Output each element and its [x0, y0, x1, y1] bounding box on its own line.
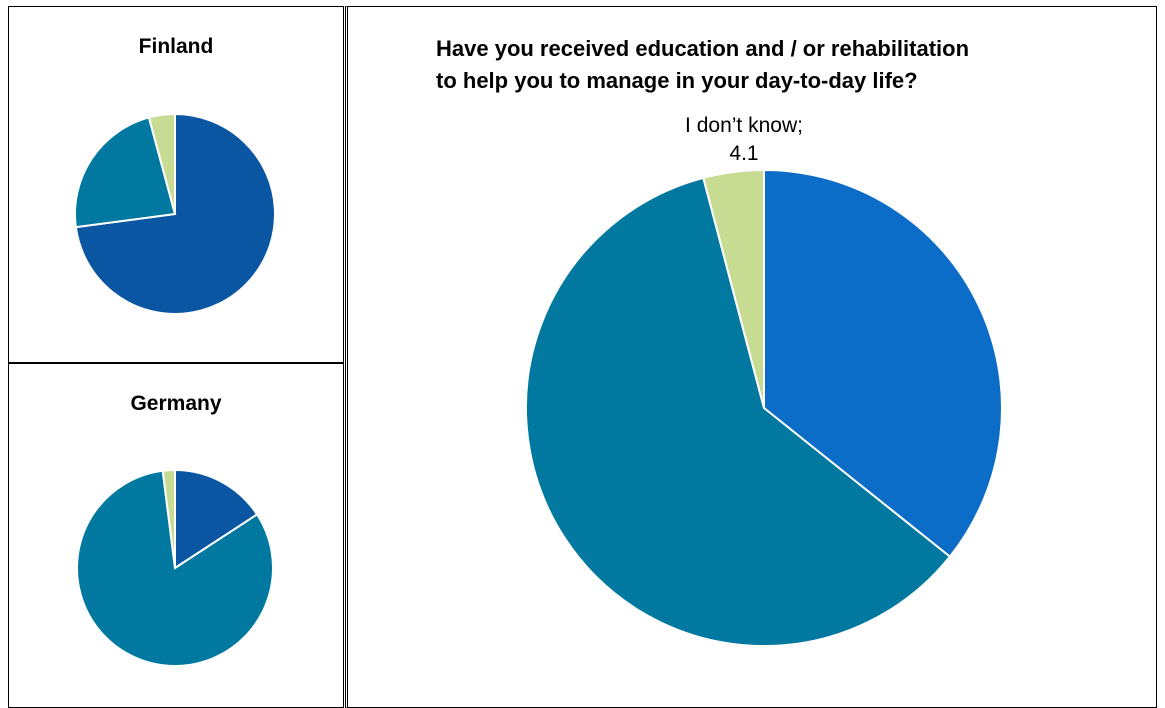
finland-panel: Finland 72.9 22.9 4.2: [8, 6, 344, 363]
data-label: 82.2: [113, 364, 144, 368]
pie-slice-slice-2: [161, 468, 176, 569]
data-label: I don’t know;: [685, 114, 803, 137]
pie-slice-slice-1: [74, 116, 177, 229]
pie-slice-i-don-t-know: [702, 168, 765, 409]
pie-slice-slice-2: [147, 112, 176, 215]
overall-title: Have you received education and / or reh…: [436, 33, 1136, 97]
germany-pie-chart: 15.8 82.2 2.0: [76, 364, 274, 667]
data-label: 22.9: [93, 7, 124, 11]
data-label: Yes; 35.7: [920, 7, 1007, 12]
overall-title-line-1: Have you received education and / or reh…: [436, 36, 970, 61]
data-label: No; 60.1: [560, 7, 639, 12]
germany-title: Germany: [130, 392, 222, 415]
pie-slice-slice-0: [174, 468, 259, 570]
finland-title: Finland: [138, 35, 214, 58]
data-label: 4.1: [729, 142, 758, 165]
data-label: 72.9: [208, 7, 239, 11]
data-label: 2.0: [152, 364, 174, 368]
finland-pie-chart: 72.9 22.9 4.2: [74, 7, 276, 315]
pie-slice-yes: [763, 168, 1003, 559]
pie-slice-no: [525, 176, 952, 647]
data-label: 15.8: [189, 364, 220, 368]
data-label: 4.2: [150, 7, 172, 11]
overall-title-line-2: to help you to manage in your day-to-day…: [436, 68, 918, 93]
pie-slice-slice-1: [76, 469, 274, 667]
overall-panel: Have you received education and / or reh…: [345, 6, 1157, 708]
germany-panel: Germany 15.8 82.2 2.0: [8, 363, 344, 708]
overall-pie-chart: Yes; 35.7 No; 60.1 I don’t know; 4.1: [525, 7, 1007, 647]
